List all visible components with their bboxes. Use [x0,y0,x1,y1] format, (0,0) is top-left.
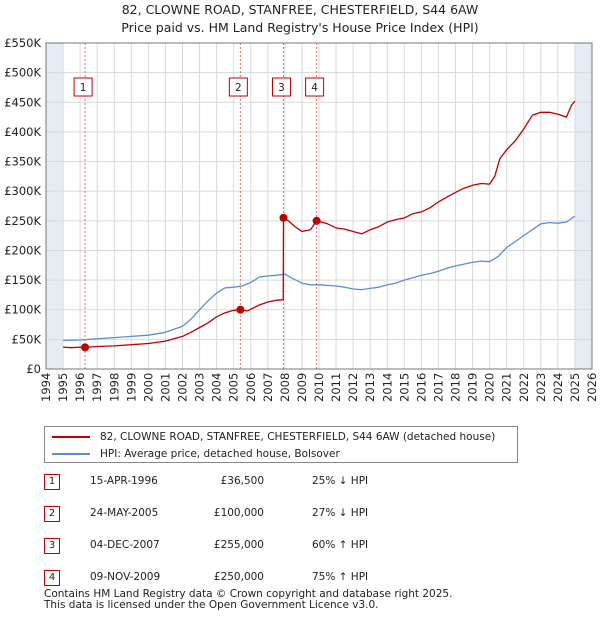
sale-row: 1 15-APR-1996 £36,500 25% ↓ HPI [0,472,600,496]
x-tick-label: 2018 [449,373,463,402]
sale-marker-label: 1 [80,82,87,94]
x-tick-label: 2011 [329,373,343,402]
sale-point [312,216,321,225]
x-tick-label: 2017 [431,373,445,402]
x-tick-label: 2012 [346,373,360,402]
sale-date: 04-DEC-2007 [90,539,160,551]
sale-hpi-diff: 75% ↑ HPI [312,571,369,583]
y-tick-label: £50K [12,332,42,346]
sale-row: 2 24-MAY-2005 £100,000 27% ↓ HPI [0,504,600,528]
y-tick-label: £100K [4,303,41,317]
x-tick-label: 2008 [278,373,292,402]
sale-marker-box [73,77,93,97]
sale-price: £36,500 [220,475,264,487]
y-tick-label: £500K [4,66,41,80]
sale-row: 4 09-NOV-2009 £250,000 75% ↑ HPI [0,568,600,592]
sale-hpi-diff: 25% ↓ HPI [312,475,369,487]
footer: Contains HM Land Registry data © Crown c… [44,589,452,611]
x-tick-label: 2014 [380,373,394,402]
footer-licence: This data is licensed under the Open Gov… [44,599,379,611]
shaded-range [46,43,64,369]
price-chart: 82, CLOWNE ROAD, STANFREE, CHESTERFIELD,… [4,2,599,402]
x-tick-label: 2015 [397,373,411,402]
sale-date: 15-APR-1996 [90,475,158,487]
x-tick-label: 1997 [90,373,104,402]
y-tick-label: £400K [4,125,41,139]
x-tick-label: 2026 [585,373,599,402]
chart-subtitle: Price paid vs. HM Land Registry's House … [121,20,478,35]
x-tick-label: 2007 [261,373,275,402]
y-tick-label: £200K [4,243,41,257]
y-tick-label: £550K [4,36,41,50]
sale-hpi-diff: 60% ↑ HPI [312,539,369,551]
sale-marker-label: 4 [311,82,318,94]
x-tick-label: 2013 [363,373,377,402]
x-tick-label: 2010 [312,373,326,402]
legend-label-price-paid: 82, CLOWNE ROAD, STANFREE, CHESTERFIELD,… [100,431,496,443]
sale-point [236,305,245,314]
legend-label-hpi: HPI: Average price, detached house, Bols… [100,448,340,460]
x-tick-label: 2001 [158,373,172,402]
x-tick-label: 2006 [244,373,258,402]
plot-border [45,42,593,370]
legend-swatch-price-paid [52,436,90,438]
x-tick-label: 2005 [227,373,241,402]
x-tick-label: 2020 [483,373,497,402]
footer-copyright: Contains HM Land Registry data © Crown c… [44,588,453,600]
x-tick-label: 2016 [414,373,428,402]
sale-date: 09-NOV-2009 [90,571,161,583]
price-paid-series-line [63,100,576,349]
chart-title: 82, CLOWNE ROAD, STANFREE, CHESTERFIELD,… [122,2,479,17]
sale-date: 24-MAY-2005 [90,507,159,519]
sale-marker-label: 2 [235,82,242,94]
sale-point [81,343,90,352]
sale-number-badge: 4 [44,570,60,586]
y-tick-label: £0 [26,362,41,376]
sale-number-badge: 3 [44,538,60,554]
sale-marker-box [305,77,325,97]
shaded-range [574,43,592,369]
y-tick-label: £250K [4,214,41,228]
sale-point [279,213,288,222]
x-tick-label: 2021 [500,373,514,402]
y-tick-label: £300K [4,184,41,198]
sale-row: 3 04-DEC-2007 £255,000 60% ↑ HPI [0,536,600,560]
x-tick-label: 2019 [466,373,480,402]
x-tick-label: 2024 [551,373,565,402]
y-tick-label: £150K [4,273,41,287]
sale-price: £250,000 [213,571,264,583]
x-tick-label: 2003 [193,373,207,402]
x-tick-label: 2025 [568,373,582,402]
x-tick-label: 2009 [295,373,309,402]
x-tick-label: 2022 [517,373,531,402]
y-tick-label: £450K [4,95,41,109]
x-tick-label: 2000 [141,373,155,402]
legend-swatch-hpi [52,453,90,455]
sale-hpi-diff: 27% ↓ HPI [312,507,369,519]
x-tick-label: 1999 [124,373,138,402]
sale-marker-label: 3 [278,82,285,94]
sale-price: £255,000 [213,539,264,551]
x-tick-label: 2002 [176,373,190,402]
x-tick-label: 1996 [73,373,87,402]
x-tick-label: 1998 [107,373,121,402]
x-tick-label: 2004 [210,373,224,402]
sale-price: £100,000 [213,507,264,519]
sale-number-badge: 2 [44,506,60,522]
x-tick-label: 2023 [534,373,548,402]
x-tick-label: 1994 [39,373,53,402]
sale-marker-box [272,77,292,97]
y-tick-label: £350K [4,155,41,169]
sale-number-badge: 1 [44,474,60,490]
legend: 82, CLOWNE ROAD, STANFREE, CHESTERFIELD,… [44,426,518,463]
x-tick-label: 1995 [56,373,70,402]
sale-marker-box [228,77,248,97]
hpi-series-line [63,215,576,342]
